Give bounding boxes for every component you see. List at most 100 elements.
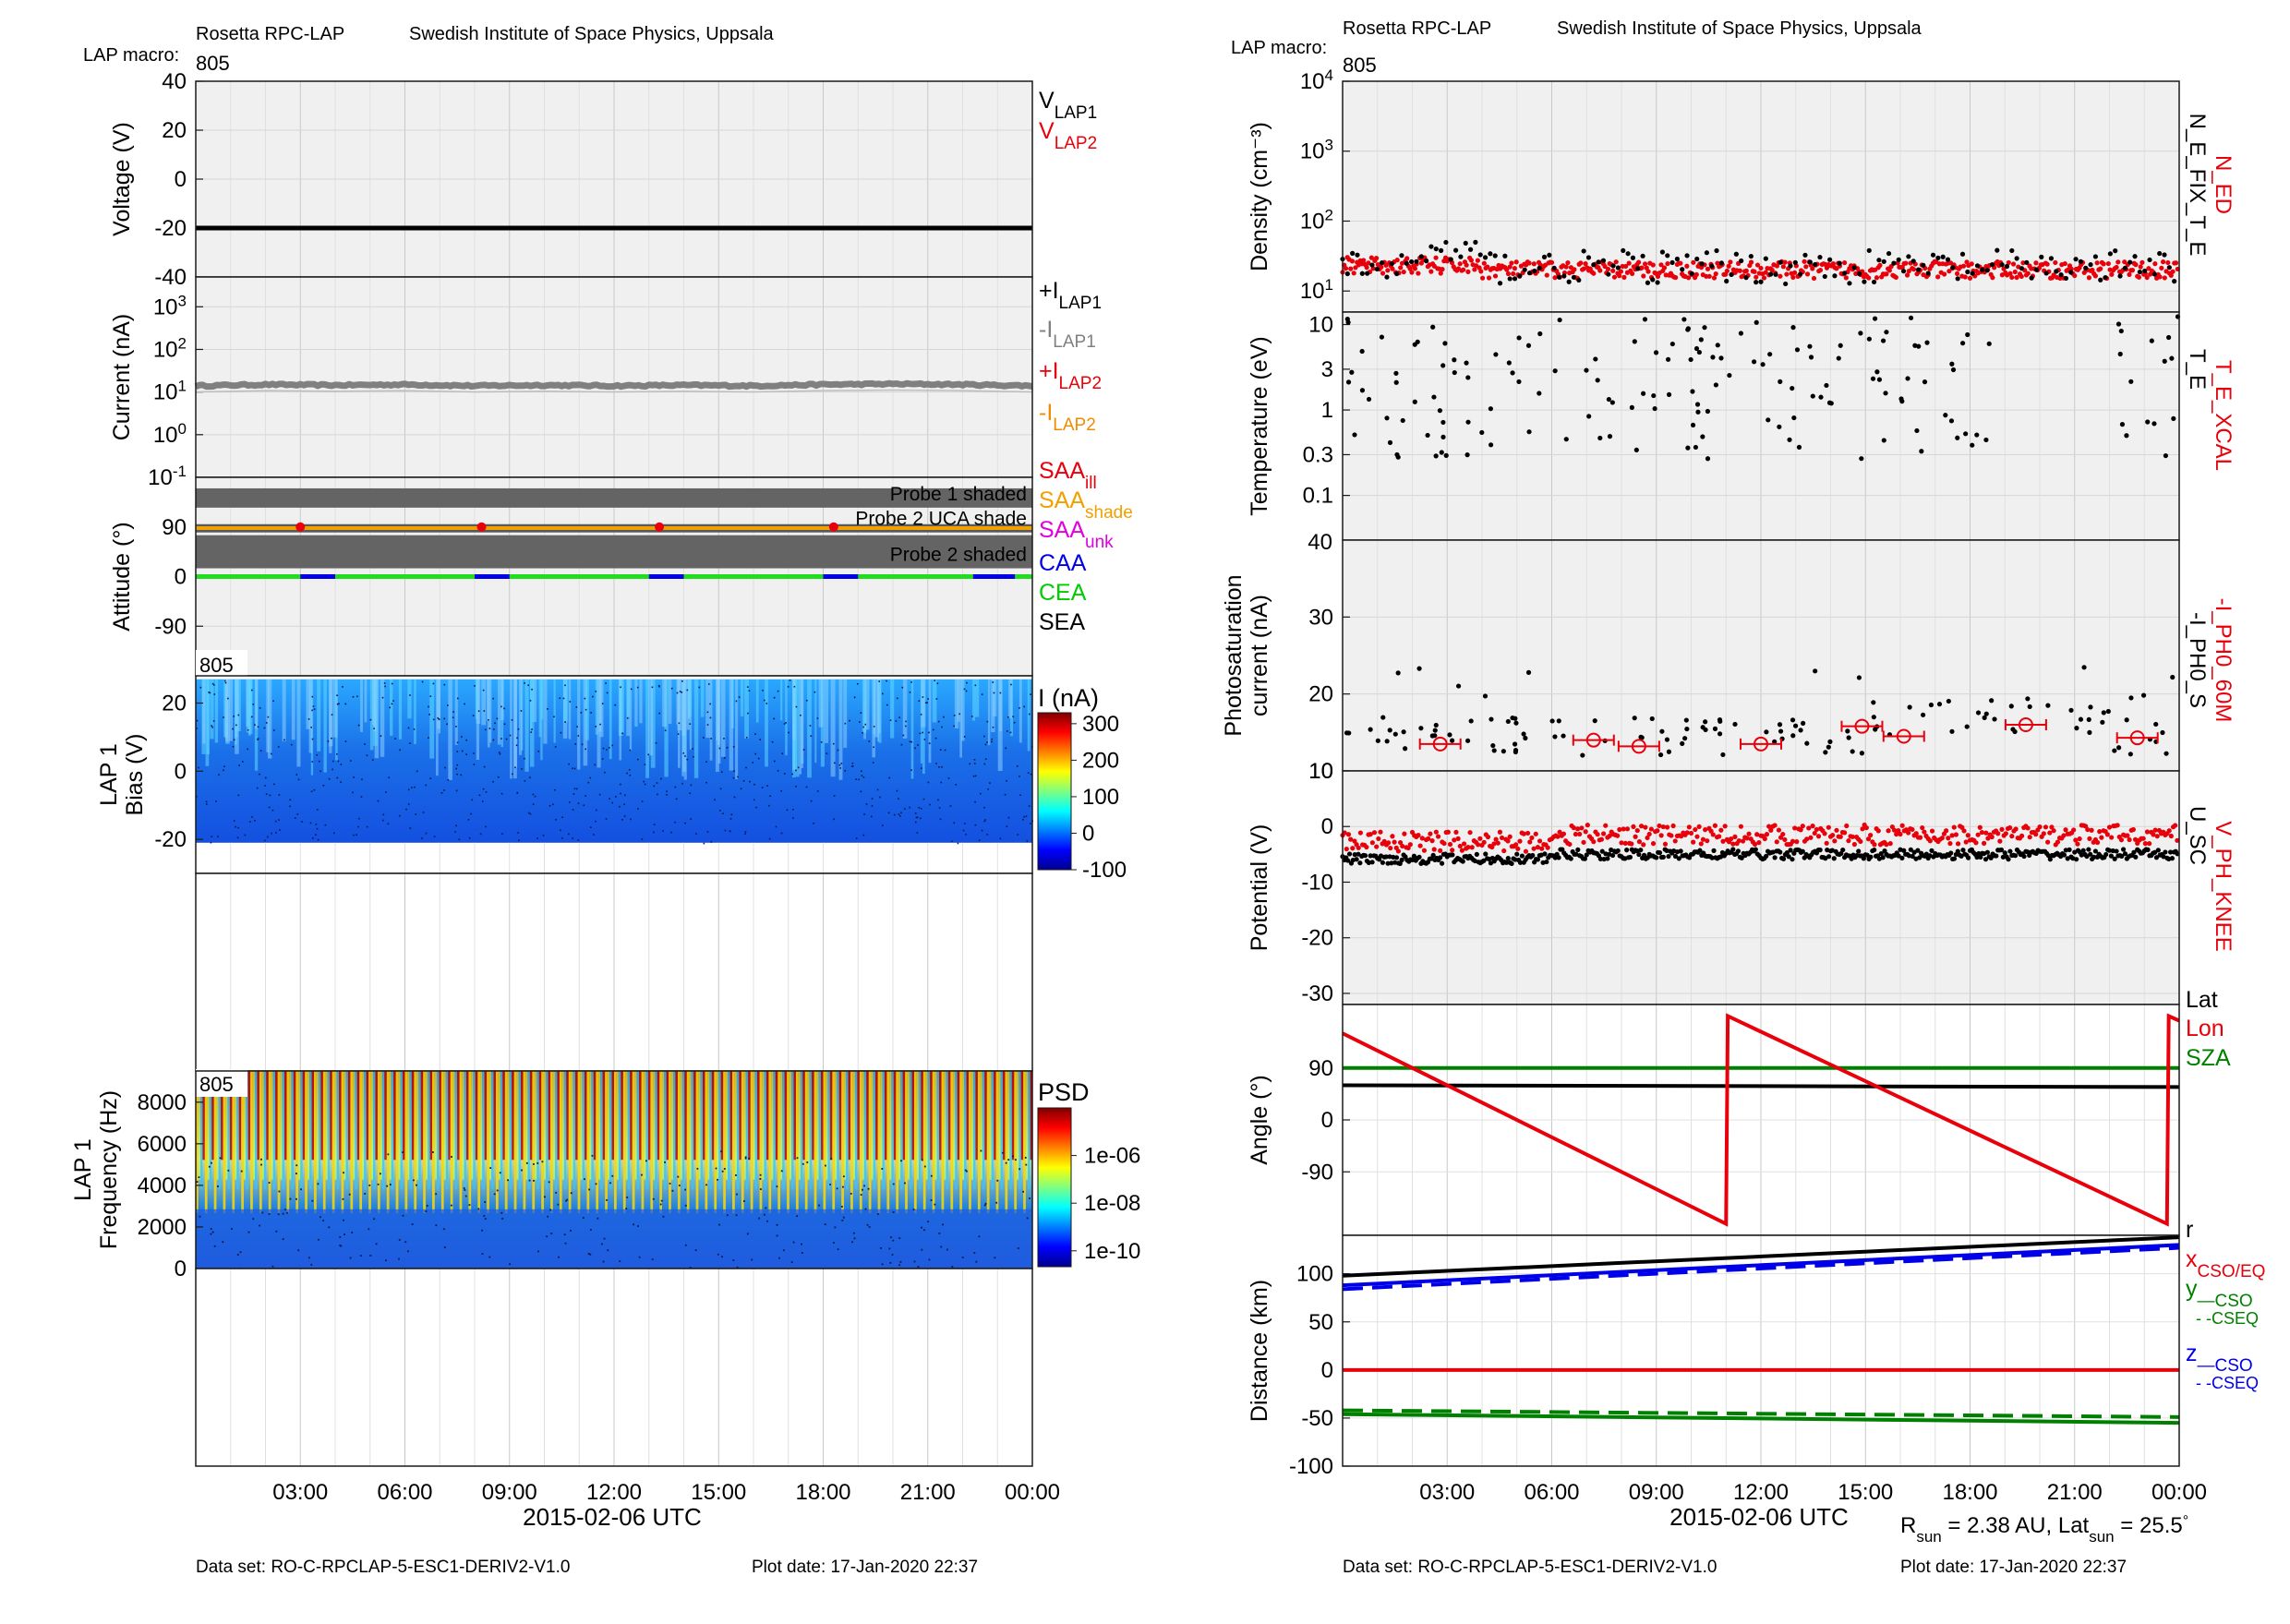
bias-dot: [529, 776, 531, 778]
bias-dot: [655, 741, 657, 744]
scatter-point-T_E: [1593, 356, 1598, 362]
legend-subscript: —CSO: [2198, 1292, 2253, 1311]
scatter-point-N_E_FIX_T_E: [1399, 253, 1404, 259]
legend-subscript: —CSO: [2198, 1356, 2253, 1376]
psd-stripe: [366, 1071, 369, 1161]
scatter-point-U_SC: [1983, 857, 1989, 862]
scatter-point-V_PH_KNEE: [1947, 840, 1953, 847]
scatter-point-N_E_FIX_T_E: [1488, 251, 1493, 257]
bias-streak: [210, 679, 214, 740]
scatter-point--I_PH0_S: [1447, 732, 1452, 738]
bias-dot: [878, 680, 881, 682]
psd-dot: [231, 1228, 233, 1230]
scatter-point-T_E: [1440, 434, 1446, 439]
psd-dot: [566, 1198, 569, 1201]
psd-stripe: [259, 1071, 262, 1214]
bias-streak: [414, 679, 416, 744]
scatter-point--I_PH0_S: [1490, 742, 1496, 749]
bias-dot: [785, 721, 787, 724]
scatter-point--I_PH0_S: [1592, 718, 1597, 724]
scatter-point-T_E: [1653, 350, 1659, 355]
scatter-point-N_ED: [1505, 271, 1512, 277]
scatter-point-V_PH_KNEE: [1345, 832, 1352, 837]
bias-dot: [422, 812, 425, 813]
psd-dot: [975, 1260, 978, 1263]
psd-dot: [996, 1179, 999, 1182]
psd-stripe: [832, 1071, 836, 1214]
scatter-point-U_SC: [2021, 853, 2027, 860]
psd-dot: [300, 1188, 302, 1191]
y-tick-label: 0.1: [1303, 484, 1333, 509]
bias-dot: [471, 799, 474, 801]
psd-stripe: [970, 1071, 973, 1180]
bias-dot: [516, 791, 519, 794]
psd-stripe: [605, 1071, 608, 1214]
psd-stripe: [609, 1071, 612, 1190]
psd-dot: [832, 1242, 835, 1244]
y-axis-label: Photosaturationcurrent (nA): [1221, 574, 1272, 736]
scatter-point-U_SC: [1868, 854, 1874, 860]
bias-dot: [338, 703, 340, 705]
psd-dot: [717, 1178, 718, 1181]
bias-dot: [653, 785, 656, 788]
y-tick-label: -40: [154, 265, 187, 290]
psd-dot: [829, 1184, 831, 1185]
psd-dot: [796, 1215, 798, 1218]
bias-dot: [886, 704, 888, 706]
scatter-point-N_E_FIX_T_E: [1443, 239, 1449, 246]
scatter-point-N_ED: [1693, 271, 1699, 277]
bias-dot: [247, 748, 248, 751]
scatter-point-U_SC: [1399, 857, 1404, 862]
bias-dot: [670, 687, 673, 690]
bias-dot: [676, 692, 679, 694]
y-axis-label: Voltage (V): [109, 122, 135, 236]
scatter-point-V_PH_KNEE: [2037, 824, 2043, 830]
psd-stripe: [596, 1071, 599, 1214]
bias-dot: [621, 819, 623, 821]
scatter-point-T_E: [1665, 356, 1671, 362]
psd-dot: [1018, 1168, 1021, 1171]
scatter-point--I_PH0_S: [1859, 751, 1865, 756]
bias-dot: [840, 763, 843, 764]
psd-dot: [735, 1214, 738, 1217]
psd-dot: [1025, 1163, 1028, 1166]
bias-dot: [331, 737, 332, 740]
scatter-point-T_E: [1606, 396, 1611, 403]
scatter-point-U_SC: [1929, 848, 1934, 853]
bias-streak: [266, 679, 270, 752]
scatter-point--I_PH0_S: [1921, 712, 1926, 717]
scatter-point-V_PH_KNEE: [1539, 846, 1545, 851]
psd-dot: [499, 1172, 501, 1174]
left-instrument-title: Rosetta RPC-LAP: [196, 24, 344, 44]
colorbar: [1037, 712, 1072, 871]
scatter-point-N_E_FIX_T_E: [1669, 259, 1675, 266]
bias-dot: [732, 776, 735, 779]
scatter-point-N_ED: [1390, 266, 1395, 271]
macro-tag-box: [196, 1069, 247, 1097]
psd-stripe: [266, 1071, 269, 1161]
bias-dot: [621, 732, 623, 735]
scatter-point-V_PH_KNEE: [1493, 836, 1499, 842]
psd-stripe: [922, 1071, 926, 1214]
scatter-point-N_ED: [1630, 271, 1635, 277]
psd-dot: [723, 1168, 726, 1170]
psd-dot: [282, 1212, 284, 1215]
scatter-point-N_ED: [2138, 264, 2143, 270]
psd-dot: [765, 1207, 767, 1209]
scatter-point-V_PH_KNEE: [1581, 839, 1586, 845]
psd-stripe: [645, 1071, 648, 1190]
bias-dot: [499, 752, 501, 755]
scatter-point-V_PH_KNEE: [2063, 827, 2068, 833]
scatter-point-V_PH_KNEE: [1622, 840, 1628, 846]
scatter-point--I_PH0_S: [1513, 749, 1518, 755]
psd-stripe: [1011, 1071, 1015, 1161]
psd-dot: [961, 1257, 964, 1258]
scatter-point-V_PH_KNEE: [1527, 839, 1533, 845]
scatter-point-N_E_FIX_T_E: [1921, 262, 1926, 268]
bias-dot: [718, 747, 721, 750]
bias-dot: [415, 813, 417, 815]
psd-dot: [801, 1243, 802, 1245]
bias-streak: [429, 679, 435, 759]
scatter-point--I_PH0_S: [1720, 752, 1726, 758]
